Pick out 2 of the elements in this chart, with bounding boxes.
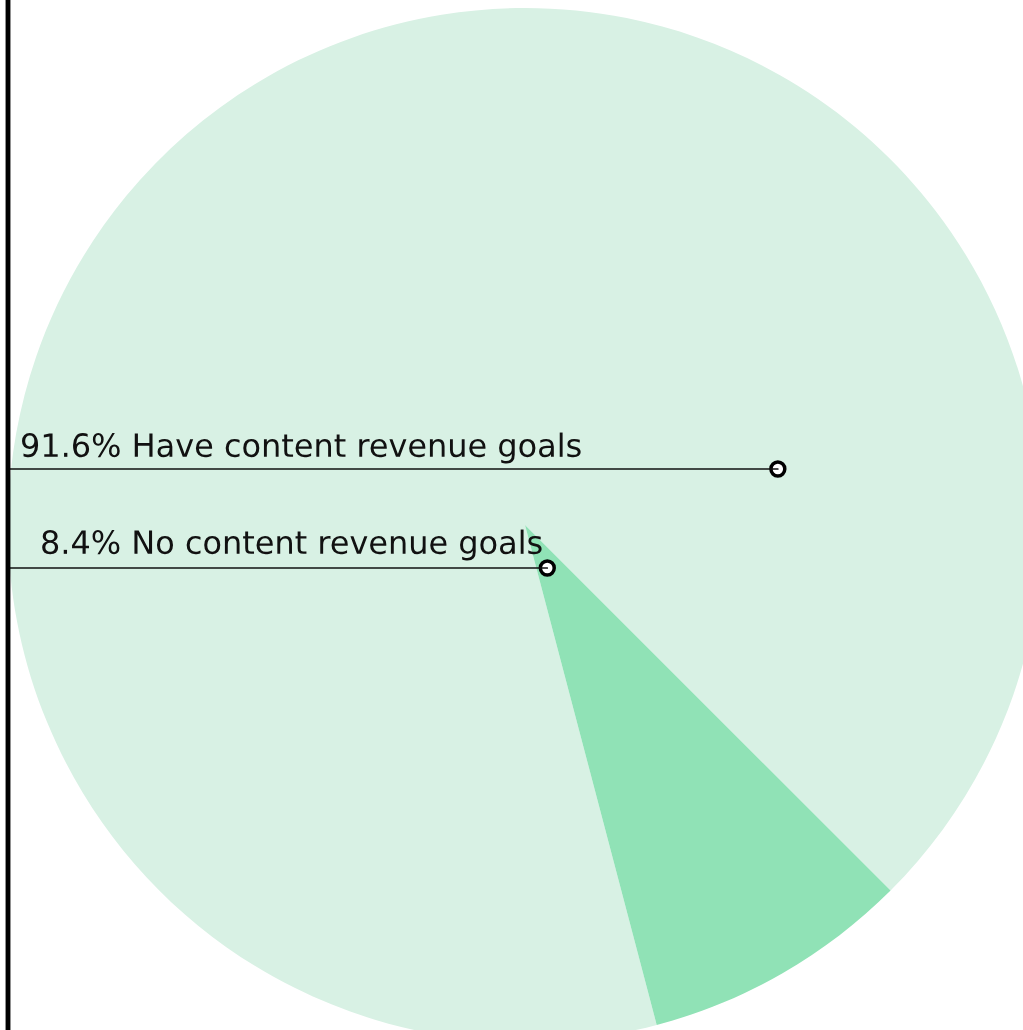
slice-label: 8.4% No content revenue goals xyxy=(42,529,542,561)
slice-label: 91.6% Have content revenue goals xyxy=(22,432,581,464)
